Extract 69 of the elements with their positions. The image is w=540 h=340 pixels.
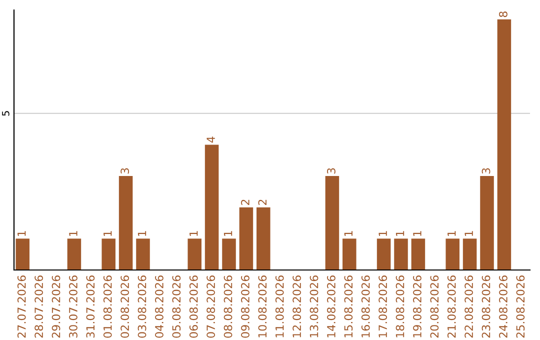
data-label: 1 [378,231,387,236]
data-label: 4 [206,136,215,143]
data-label: 3 [120,168,130,174]
data-label: 2 [241,200,250,205]
x-tick-label: 24.08.2026 [499,276,508,338]
y-tick-label: 5 [2,111,10,116]
data-label: 1 [413,231,422,236]
bar [480,176,494,270]
x-tick-label: 15.08.2026 [344,276,353,338]
data-label: 1 [396,231,404,236]
x-tick-label: 29.07.2026 [52,276,60,338]
x-tick-label: 17.08.2026 [378,276,388,338]
x-tick-label: 28.07.2026 [34,276,44,338]
x-tick-label: 30.07.2026 [69,276,78,338]
data-label: 1 [344,231,352,236]
bar [342,238,356,270]
x-tick-label: 21.08.2026 [447,276,456,338]
x-tick-label: 14.08.2026 [327,276,336,338]
bar [222,238,236,270]
x-tick-label: 23.08.2026 [482,276,490,338]
x-tick-label: 06.08.2026 [189,276,198,338]
bar [394,238,408,270]
data-label: 1 [138,231,146,236]
bar [16,238,30,270]
bar [188,238,202,270]
bar [136,238,150,270]
x-tick-label: 09.08.2026 [241,276,250,338]
data-label: 3 [482,168,490,174]
data-label: 1 [104,231,112,236]
x-tick-label: 19.08.2026 [413,276,422,338]
data-label: 1 [464,231,473,236]
x-tick-label: 04.08.2026 [155,276,164,338]
x-tick-label: 11.08.2026 [275,276,284,338]
x-tick-label: 22.08.2026 [464,276,474,338]
x-tick-label: 18.08.2026 [396,276,404,338]
data-label: 1 [224,231,232,236]
x-tick-label: 25.08.2026 [516,276,525,338]
x-tick-label: 03.08.2026 [138,276,146,338]
bar [497,19,512,270]
x-tick-label: 27.07.2026 [17,276,26,338]
data-label: 2 [258,200,266,205]
data-label: 3 [327,168,336,174]
bar [239,207,254,270]
bar [256,207,270,270]
x-tick-label: 12.08.2026 [292,276,302,338]
data-label: 1 [18,231,26,236]
data-label: 1 [69,231,78,236]
bar [325,176,340,270]
bar [67,238,82,270]
x-tick-label: 02.08.2026 [120,276,130,338]
x-tick-label: 07.08.2026 [206,276,216,338]
bar [102,238,116,270]
bar [411,238,426,270]
x-tick-label: 13.08.2026 [310,276,318,338]
bar [204,144,219,270]
x-tick-label: 16.08.2026 [361,276,370,338]
x-tick-label: 08.08.2026 [224,276,232,338]
bar [446,238,460,270]
bar [462,238,477,270]
x-tick-label: 01.08.2026 [103,276,112,338]
data-label: 1 [190,231,198,236]
x-tick-label: 05.08.2026 [172,276,181,338]
data-label: 8 [499,12,508,18]
bar [118,176,133,270]
x-tick-label: 20.08.2026 [430,276,439,338]
data-label: 1 [448,231,456,236]
bar [376,238,391,270]
x-tick-label: 31.07.2026 [86,276,95,338]
x-tick-label: 10.08.2026 [258,276,267,338]
